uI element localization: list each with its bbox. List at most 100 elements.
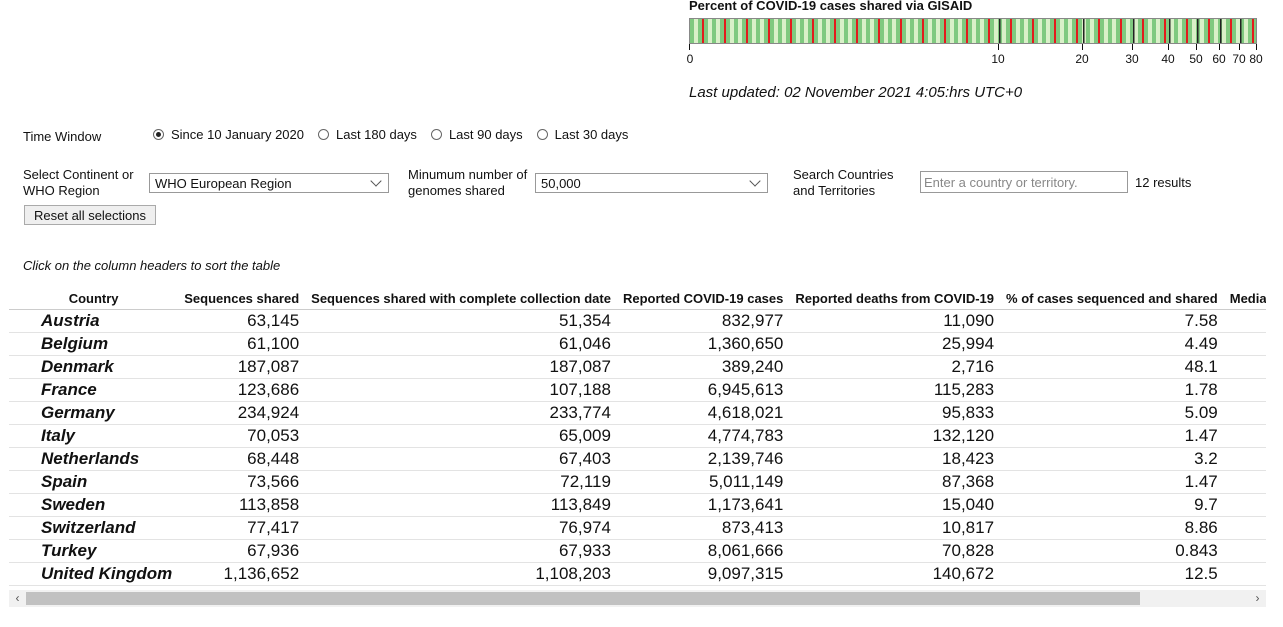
table-cell: 1,108,203 [305,562,617,586]
legend-stripe [896,19,900,43]
table-row: Turkey 67,936 67,933 8,061,666 70,828 0.843 [9,539,1266,563]
country-name-cell: Turkey [9,539,179,563]
table-cell [1223,355,1266,379]
column-header-reported-cases[interactable]: Reported COVID-19 cases [616,288,790,310]
table-cell: 132,120 [789,424,1001,448]
table-cell: 8,061,666 [616,539,790,563]
table-cell: 1,136,652 [178,562,306,586]
legend-stripe [976,19,980,43]
legend-stripe [972,19,976,43]
legend-stripe [822,19,826,43]
radio-selected-icon[interactable] [153,129,164,140]
radio-icon[interactable] [536,129,548,140]
legend-tick-line [1197,19,1199,43]
legend-tick-label: 20 [1075,52,1089,66]
table-cell [1223,470,1266,494]
legend-stripe [1188,19,1192,43]
legend-stripe [1100,19,1104,43]
country-table-container: Country Sequences shared Sequences share… [9,288,1266,590]
horizontal-scrollbar[interactable]: ‹ › [9,590,1266,607]
legend-stripe [980,19,984,43]
legend-stripe [742,19,746,43]
table-cell [1223,424,1266,448]
table-cell: 107,188 [305,378,617,402]
legend-tick-label: 0 [686,52,694,66]
chevron-left-icon[interactable]: ‹ [15,591,20,605]
legend-stripe [800,19,804,43]
legend-stripe [966,19,968,43]
table-row: Netherlands 68,448 67,403 2,139,746 18,423 3.… [9,447,1266,471]
radio-last-30-days[interactable]: Last 30 days [536,127,629,142]
column-header-country[interactable]: Country [9,288,179,310]
column-header-median-date[interactable]: Median da [1223,288,1266,310]
legend-stripe [852,19,856,43]
time-window-radio-group: Since 10 January 2020 Last 180 days Last… [153,127,642,142]
region-select[interactable]: WHO European Region [149,173,389,193]
search-input[interactable] [920,171,1128,193]
legend-stripe [796,19,800,43]
table-row: Germany 234,924 233,774 4,618,021 95,833 5.09 [9,401,1266,425]
column-header-percent-sequenced[interactable]: % of cases sequenced and shared [1000,288,1224,310]
radio-last-180-days[interactable]: Last 180 days [317,127,417,142]
legend-stripe [752,19,756,43]
table-cell: 389,240 [616,355,790,379]
legend-stripe [1200,19,1204,43]
scrollbar-thumb[interactable] [26,592,1140,605]
radio-label: Last 30 days [554,127,629,142]
legend-stripe [698,19,702,43]
legend-tick-mark [1168,44,1169,50]
legend-stripe [1138,19,1142,43]
legend-stripe [716,19,720,43]
country-table: Country Sequences shared Sequences share… [9,288,1266,586]
table-row: Denmark 187,087 187,087 389,240 2,716 48.1 [9,355,1266,379]
min-genomes-label: Minumum number of genomes shared [408,167,528,198]
legend-stripe [804,19,808,43]
table-cell: 67,936 [178,539,306,563]
radio-last-90-days[interactable]: Last 90 days [430,127,523,142]
table-cell: 10,817 [789,516,1001,540]
legend-stripe [1068,19,1072,43]
legend-stripe [906,19,910,43]
table-cell: 9,097,315 [616,562,790,586]
legend-stripe [760,19,764,43]
legend-stripe [726,19,730,43]
legend-stripe [1170,19,1174,43]
table-cell: 2,716 [789,355,1001,379]
legend-stripe [990,19,994,43]
legend-stripe [1254,19,1256,43]
radio-icon[interactable] [317,129,329,140]
table-cell [1223,401,1266,425]
country-name-cell: Netherlands [9,447,179,471]
chevron-right-icon[interactable]: › [1255,591,1260,605]
table-cell [1223,332,1266,356]
legend-stripe [1046,19,1050,43]
table-row: Sweden 113,858 113,849 1,173,641 15,040 9.7 [9,493,1266,517]
legend-stripe [1252,19,1254,43]
min-genomes-select[interactable]: 50,000 [535,173,768,193]
legend-stripe [786,19,790,43]
legend-stripe [826,19,830,43]
legend-tick-label: 30 [1125,52,1139,66]
legend-stripe [1020,19,1024,43]
reset-all-button[interactable]: Reset all selections [24,205,156,225]
table-cell: 113,849 [305,493,617,517]
table-header-row: Country Sequences shared Sequences share… [9,288,1266,310]
table-cell: 1,360,650 [616,332,790,356]
column-header-reported-deaths[interactable]: Reported deaths from COVID-19 [789,288,1001,310]
last-updated: Last updated: 02 November 2021 4:05:hrs … [689,84,1023,101]
table-cell: 5,011,149 [616,470,790,494]
legend-tick-label: 80 [1249,52,1263,66]
legend-stripe [1148,19,1152,43]
column-header-sequences-shared[interactable]: Sequences shared [178,288,306,310]
legend-stripe [918,19,922,43]
legend-stripe [778,19,782,43]
region-select-value: WHO European Region [155,175,292,191]
column-header-complete-collection-date[interactable]: Sequences shared with complete collectio… [305,288,617,310]
radio-since-jan-2020[interactable]: Since 10 January 2020 [153,127,304,142]
table-cell: 87,368 [789,470,1001,494]
radio-icon[interactable] [430,129,442,140]
table-cell: 1.78 [1000,378,1224,402]
legend-stripe [1156,19,1160,43]
legend-tick-mark [998,44,999,50]
table-cell: 61,046 [305,332,617,356]
